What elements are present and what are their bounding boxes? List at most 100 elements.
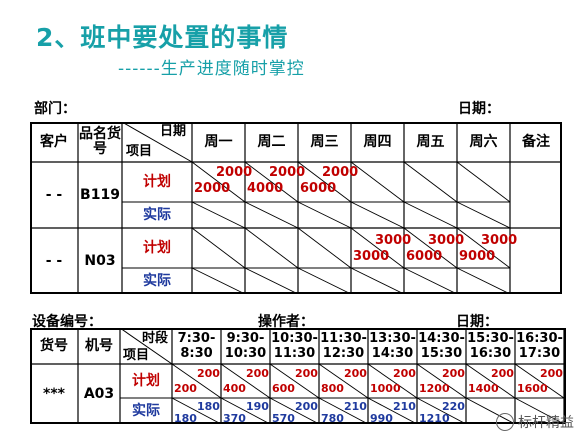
slot-end: 16:30	[469, 346, 512, 361]
row-item-no: ***	[43, 385, 65, 402]
slot-1-plan-qty: 200	[197, 367, 220, 380]
slot-end: 10:30	[224, 346, 267, 361]
row2-item: N03	[84, 252, 116, 269]
row2-thu-plan-qty: 3000	[375, 233, 412, 248]
cell-diagonal	[269, 397, 320, 424]
progress-table-hourly: 货号 机号 时段 项目 *** A03 计划 实际 7:30- 8:30 200 20…	[30, 328, 566, 424]
header-fri: 周五	[416, 133, 445, 150]
slot-4-plan-qty: 200	[344, 367, 367, 380]
slot-6-plan-cum: 1200	[419, 382, 450, 395]
cell-diagonal	[297, 227, 352, 269]
header-sat: 周六	[469, 133, 498, 150]
header-slot-3: 10:30- 11:30	[270, 328, 319, 364]
slot-start: 7:30-	[177, 331, 216, 346]
slot-1-plan-cum: 200	[174, 382, 197, 395]
table1-lines	[30, 122, 562, 294]
row2-sat-plan-cum: 9000	[459, 249, 496, 264]
slot-4-actual-cum: 780	[321, 412, 344, 425]
slot-2-plan-qty: 200	[246, 367, 269, 380]
slot-6-actual-qty: 220	[442, 400, 465, 413]
watermark-text: 标杆精益	[518, 415, 574, 431]
row1-customer: - -	[45, 186, 63, 203]
header-thu: 周四	[363, 133, 392, 150]
slot-end: 15:30	[420, 346, 463, 361]
cell-diagonal	[456, 267, 511, 294]
row-actual-label: 实际	[132, 402, 160, 419]
row-machine-no: A03	[83, 385, 115, 402]
cell-diagonal	[456, 201, 511, 229]
row-plan-label: 计划	[132, 372, 160, 389]
slot-end: 14:30	[371, 346, 414, 361]
slot-start: 15:30-	[467, 331, 514, 346]
header-customer: 客户	[40, 133, 68, 150]
slot-8-plan-qty: 200	[540, 367, 563, 380]
date-label-1: 日期：	[458, 101, 500, 117]
row1-tue-plan-qty: 2000	[269, 165, 306, 180]
row1-wed-plan-qty: 2000	[322, 165, 359, 180]
operator-label: 操作者：	[258, 314, 314, 330]
slot-8-plan-cum: 1600	[517, 382, 548, 395]
cell-diagonal	[465, 363, 516, 399]
header-slot-2: 9:30- 10:30	[221, 328, 270, 364]
slot-4-actual-qty: 210	[344, 400, 367, 413]
header-diagonal	[119, 328, 173, 365]
header-date: 日期	[160, 124, 187, 139]
wechat-icon	[496, 413, 514, 431]
cell-diagonal	[403, 267, 458, 294]
cell-diagonal	[297, 201, 352, 229]
row1-wed-plan-cum: 6000	[300, 181, 337, 196]
row2-fri-plan-qty: 3000	[428, 233, 465, 248]
cell-diagonal	[403, 227, 458, 269]
slot-end: 12:30	[322, 346, 365, 361]
slot-1-actual-cum: 180	[174, 412, 197, 425]
slot-5-actual-cum: 990	[370, 412, 393, 425]
dept-label: 部门：	[34, 101, 76, 117]
cell-diagonal	[456, 227, 511, 269]
cell-diagonal	[350, 267, 405, 294]
cell-diagonal	[350, 227, 405, 269]
slot-3-plan-cum: 600	[272, 382, 295, 395]
date-label-2: 日期：	[456, 314, 498, 330]
slot-3-actual-cum: 570	[272, 412, 295, 425]
slot-2-actual-cum: 370	[223, 412, 246, 425]
cell-diagonal	[403, 161, 458, 203]
cell-diagonal	[191, 161, 246, 203]
cell-diagonal	[191, 267, 246, 294]
slot-2-actual-qty: 190	[246, 400, 269, 413]
cell-diagonal	[220, 397, 271, 424]
row1-item: B119	[80, 186, 120, 203]
slot-7-plan-qty: 200	[491, 367, 514, 380]
row2-customer: - -	[45, 252, 63, 269]
cell-diagonal	[416, 363, 467, 399]
progress-table-weekly: 客户 品名货号 日期 项目 周一 周二 周三 周四 周五 周六 备注 - - B…	[30, 122, 562, 294]
table2-lines	[30, 328, 566, 424]
header-slot-1: 7:30- 8:30	[172, 328, 221, 364]
cell-diagonal	[367, 363, 418, 399]
row1-mon-plan-qty: 2000	[216, 165, 253, 180]
slot-start: 13:30-	[369, 331, 416, 346]
row2-plan-label: 计划	[143, 239, 171, 256]
header-project: 项目	[126, 144, 153, 159]
slot-start: 14:30-	[418, 331, 465, 346]
slot-3-plan-qty: 200	[295, 367, 318, 380]
header-project-2: 项目	[123, 348, 150, 363]
cell-diagonal	[297, 267, 352, 294]
cell-diagonal	[318, 363, 369, 399]
cell-diagonal	[297, 161, 352, 203]
cell-diagonal	[171, 397, 222, 424]
header-item-no: 货号	[40, 337, 68, 354]
slot-1-actual-qty: 180	[197, 400, 220, 413]
page-title: 2、班中要处置的事情	[36, 23, 289, 52]
cell-diagonal	[350, 201, 405, 229]
header-machine-no: 机号	[85, 337, 113, 354]
cell-diagonal	[318, 397, 369, 424]
header-period: 时段	[142, 331, 169, 346]
header-wed: 周三	[310, 133, 339, 150]
slot-start: 10:30-	[271, 331, 318, 346]
cell-diagonal	[220, 363, 271, 399]
header-slot-8: 16:30- 17:30	[515, 328, 564, 364]
cell-diagonal	[416, 397, 467, 424]
header-remark: 备注	[522, 133, 550, 150]
slot-start: 16:30-	[516, 331, 563, 346]
cell-diagonal	[350, 161, 405, 203]
